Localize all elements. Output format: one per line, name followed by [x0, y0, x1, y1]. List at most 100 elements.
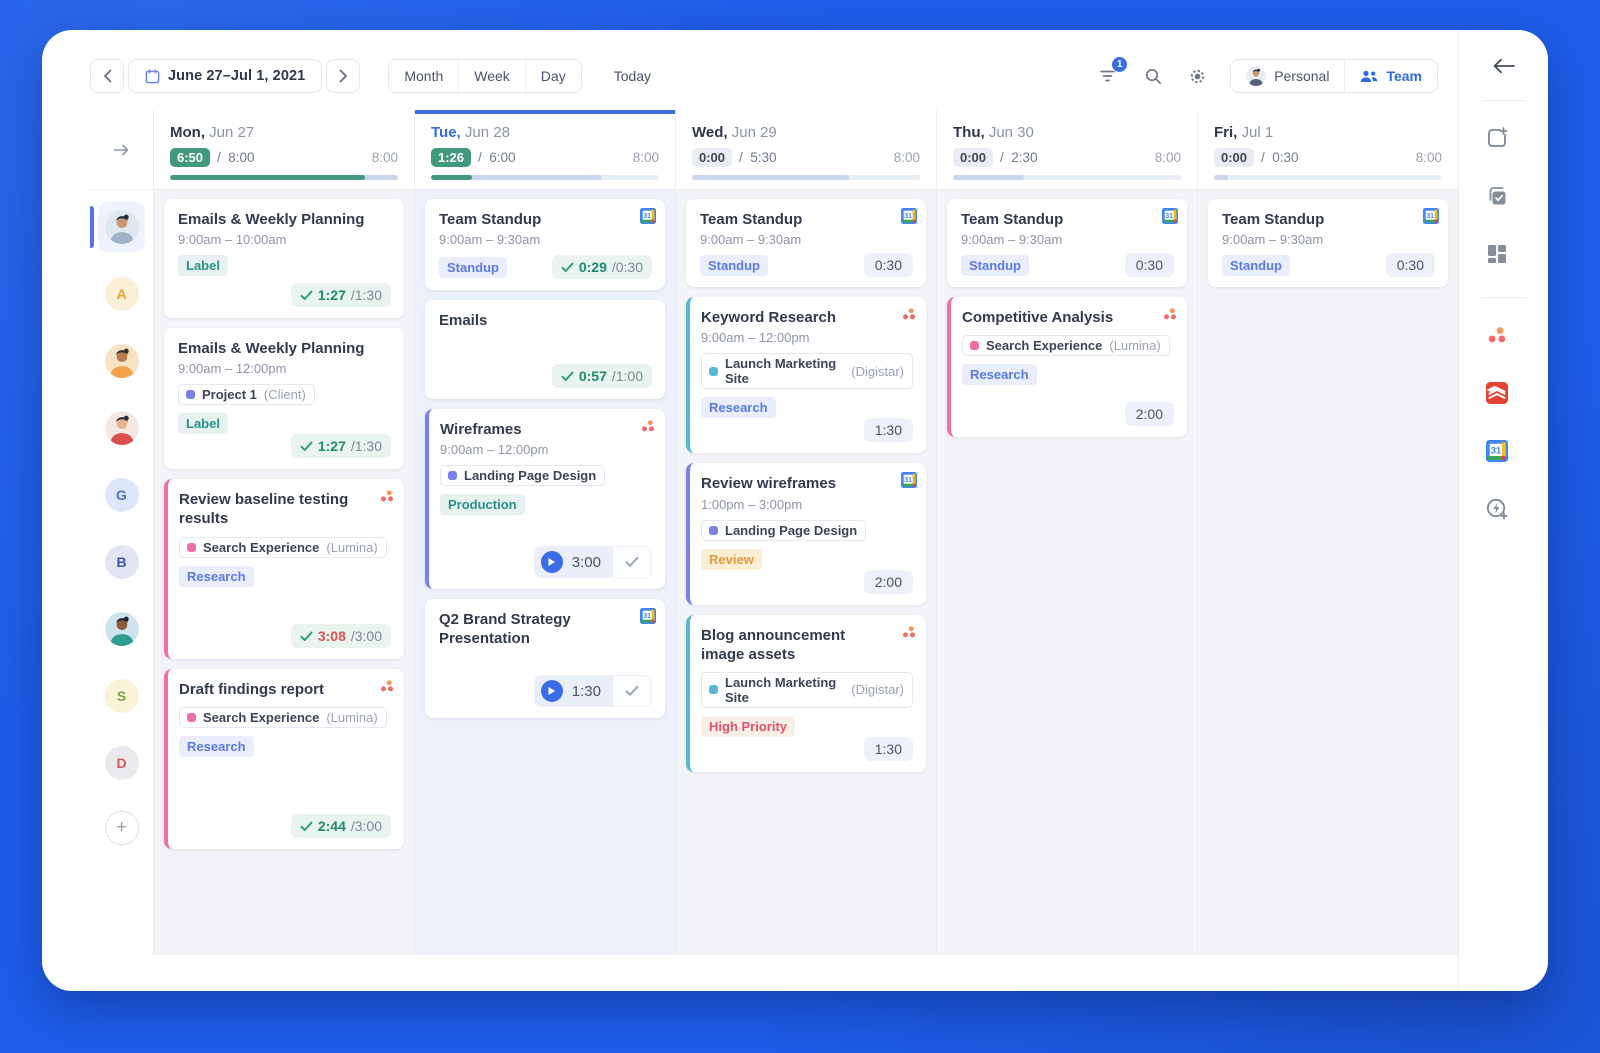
tab-day[interactable]: Day — [524, 60, 581, 92]
time-estimate-pill: 0:30 — [863, 252, 913, 277]
teammate-avatar[interactable]: A — [90, 271, 153, 317]
task-card[interactable]: Blog announcement image assets Launch Ma… — [686, 614, 926, 772]
tag-label: Label — [178, 413, 228, 435]
gcal-icon: 31 — [901, 208, 917, 224]
tag-label: Label — [178, 255, 228, 277]
next-week-button[interactable] — [326, 59, 361, 93]
gcal-icon: 31 — [901, 472, 917, 489]
teammate-avatar[interactable]: B — [90, 539, 153, 585]
automations-icon[interactable] — [1482, 494, 1512, 524]
prev-week-button[interactable] — [90, 59, 124, 93]
project-chip: Search Experience (Lumina) — [962, 335, 1170, 357]
mode-team[interactable]: Team — [1344, 60, 1437, 92]
task-card[interactable]: Wireframes 9:00am – 12:00pm Landing Page … — [425, 409, 665, 590]
card-time-range: 9:00am – 12:00pm — [701, 330, 810, 346]
day-column: Mon, Jun 27 6:50 / 8:00 8:00 Emails & We… — [154, 110, 415, 955]
today-button[interactable]: Today — [613, 68, 652, 84]
project-chip: Search Experience (Lumina) — [179, 707, 387, 729]
done-time-badge: 0:00 — [953, 148, 994, 167]
view-switcher: Month Week Day — [388, 59, 582, 93]
play-timer-button[interactable]: 3:00 — [534, 547, 612, 578]
task-card[interactable]: 31 Team Standup 9:00am – 9:30am Standup 0:30 — [1208, 199, 1448, 288]
time-estimate-pill: 2:00 — [1124, 402, 1174, 427]
day-column: Tue, Jun 28 1:26 / 6:00 8:00 31 Team Stan… — [415, 110, 676, 955]
right-sidebar: 31 — [1458, 30, 1548, 991]
day-progress-bar — [953, 175, 1181, 180]
rail-expand-icon[interactable] — [90, 110, 153, 190]
add-task-icon[interactable] — [1482, 123, 1512, 153]
time-tracked-pill: 2:44/3:00 — [290, 814, 391, 839]
capacity-time: 8:00 — [371, 150, 398, 165]
app-window: June 27–Jul 1, 2021 Month Week Day Today… — [42, 30, 1548, 991]
card-title: Team Standup — [1222, 211, 1325, 228]
teammate-avatar[interactable] — [90, 202, 153, 252]
task-card[interactable]: Draft findings report Search Experience(… — [164, 669, 404, 850]
task-card[interactable]: Competitive Analysis Search Experience (L… — [947, 297, 1187, 438]
search-icon[interactable] — [1138, 61, 1168, 91]
play-timer-button[interactable]: 1:30 — [534, 676, 612, 707]
task-card[interactable]: Keyword Research 9:00am – 12:00pm Launch … — [686, 297, 926, 454]
task-card[interactable]: Review baseline testing results Search E… — [164, 479, 404, 660]
day-header: Tue, Jun 28 1:26 / 6:00 8:00 — [415, 110, 675, 190]
done-time-badge: 0:00 — [692, 148, 733, 167]
time-tracked-pill: 3:08/3:00 — [290, 624, 391, 649]
complete-task-button[interactable] — [612, 676, 651, 707]
filter-badge: 1 — [1112, 57, 1128, 72]
toolbar: June 27–Jul 1, 2021 Month Week Day Today… — [90, 56, 1458, 96]
project-color-dot — [709, 685, 718, 695]
todoist-icon[interactable] — [1482, 378, 1512, 408]
teammate-avatar[interactable] — [90, 405, 153, 451]
task-card[interactable]: Emails 0:57/1:00 — [425, 300, 665, 400]
task-card[interactable]: Emails & Weekly Planning 9:00am – 12:00pm… — [164, 328, 404, 470]
dashboard-icon[interactable] — [1482, 239, 1512, 269]
teammate-avatar[interactable]: D — [90, 740, 153, 786]
planned-time: / 8:00 — [217, 150, 255, 165]
teammate-avatar[interactable]: G — [90, 472, 153, 518]
day-label: Thu, Jun 30 — [953, 124, 1034, 141]
gcal-icon: 31 — [1423, 208, 1439, 224]
teammate-avatar[interactable] — [90, 338, 153, 384]
planned-time: / 5:30 — [739, 150, 777, 165]
mode-personal[interactable]: Personal — [1231, 60, 1344, 92]
filter-icon[interactable]: 1 — [1094, 57, 1128, 91]
letter-avatar: S — [104, 679, 139, 713]
task-card[interactable]: 31 Review wireframes 1:00pm – 3:00pm Landi… — [686, 463, 926, 605]
task-card[interactable]: 31 Team Standup 9:00am – 9:30am Standup 0:30 — [686, 199, 926, 288]
complete-task-button[interactable] — [612, 547, 651, 578]
day-column: Thu, Jun 30 0:00 / 2:30 8:00 31 Team Stan… — [937, 110, 1198, 955]
tab-month[interactable]: Month — [404, 68, 444, 84]
date-range-picker[interactable]: June 27–Jul 1, 2021 — [128, 59, 323, 93]
tag-label: Research — [701, 397, 776, 419]
done-time-badge: 1:26 — [431, 148, 472, 167]
svg-text:31: 31 — [1490, 446, 1501, 457]
completed-tasks-icon[interactable] — [1482, 181, 1512, 211]
letter-avatar: D — [104, 746, 139, 780]
done-time-badge: 0:00 — [1214, 148, 1255, 167]
project-color-dot — [187, 542, 196, 552]
time-estimate-pill: 0:30 — [1124, 252, 1174, 277]
task-card[interactable]: 31 Team Standup 9:00am – 9:30am Standup 0:30 — [947, 199, 1187, 288]
photo-avatar — [104, 344, 139, 378]
add-teammate-button[interactable]: + — [104, 811, 139, 845]
asana-icon — [379, 488, 395, 504]
gcal-icon[interactable]: 31 — [1482, 436, 1512, 466]
collapse-sidebar-icon[interactable] — [1493, 58, 1515, 74]
asana-icon — [640, 418, 656, 434]
task-card[interactable]: 31 Q2 Brand Strategy Presentation 1:30 — [425, 599, 665, 719]
tab-week[interactable]: Week — [458, 60, 525, 92]
teammate-avatar[interactable]: S — [90, 673, 153, 719]
card-time-range: 1:00pm – 3:00pm — [701, 496, 803, 512]
photo-avatar — [104, 612, 139, 646]
task-card[interactable]: 31 Team Standup 9:00am – 9:30am Standup 0:2… — [425, 199, 665, 291]
tag-label: Standup — [961, 255, 1029, 277]
tag-label: Research — [962, 364, 1037, 386]
day-header: Fri, Jul 1 0:00 / 0:30 8:00 — [1198, 110, 1458, 190]
project-color-dot — [448, 471, 457, 481]
play-icon — [540, 551, 563, 574]
teammate-avatar[interactable] — [90, 606, 153, 652]
asana-icon[interactable] — [1482, 320, 1512, 350]
task-card[interactable]: Emails & Weekly Planning 9:00am – 10:00am… — [164, 199, 404, 318]
svg-text:31: 31 — [643, 213, 651, 220]
gear-icon[interactable] — [1182, 61, 1212, 91]
photo-avatar — [104, 210, 139, 244]
